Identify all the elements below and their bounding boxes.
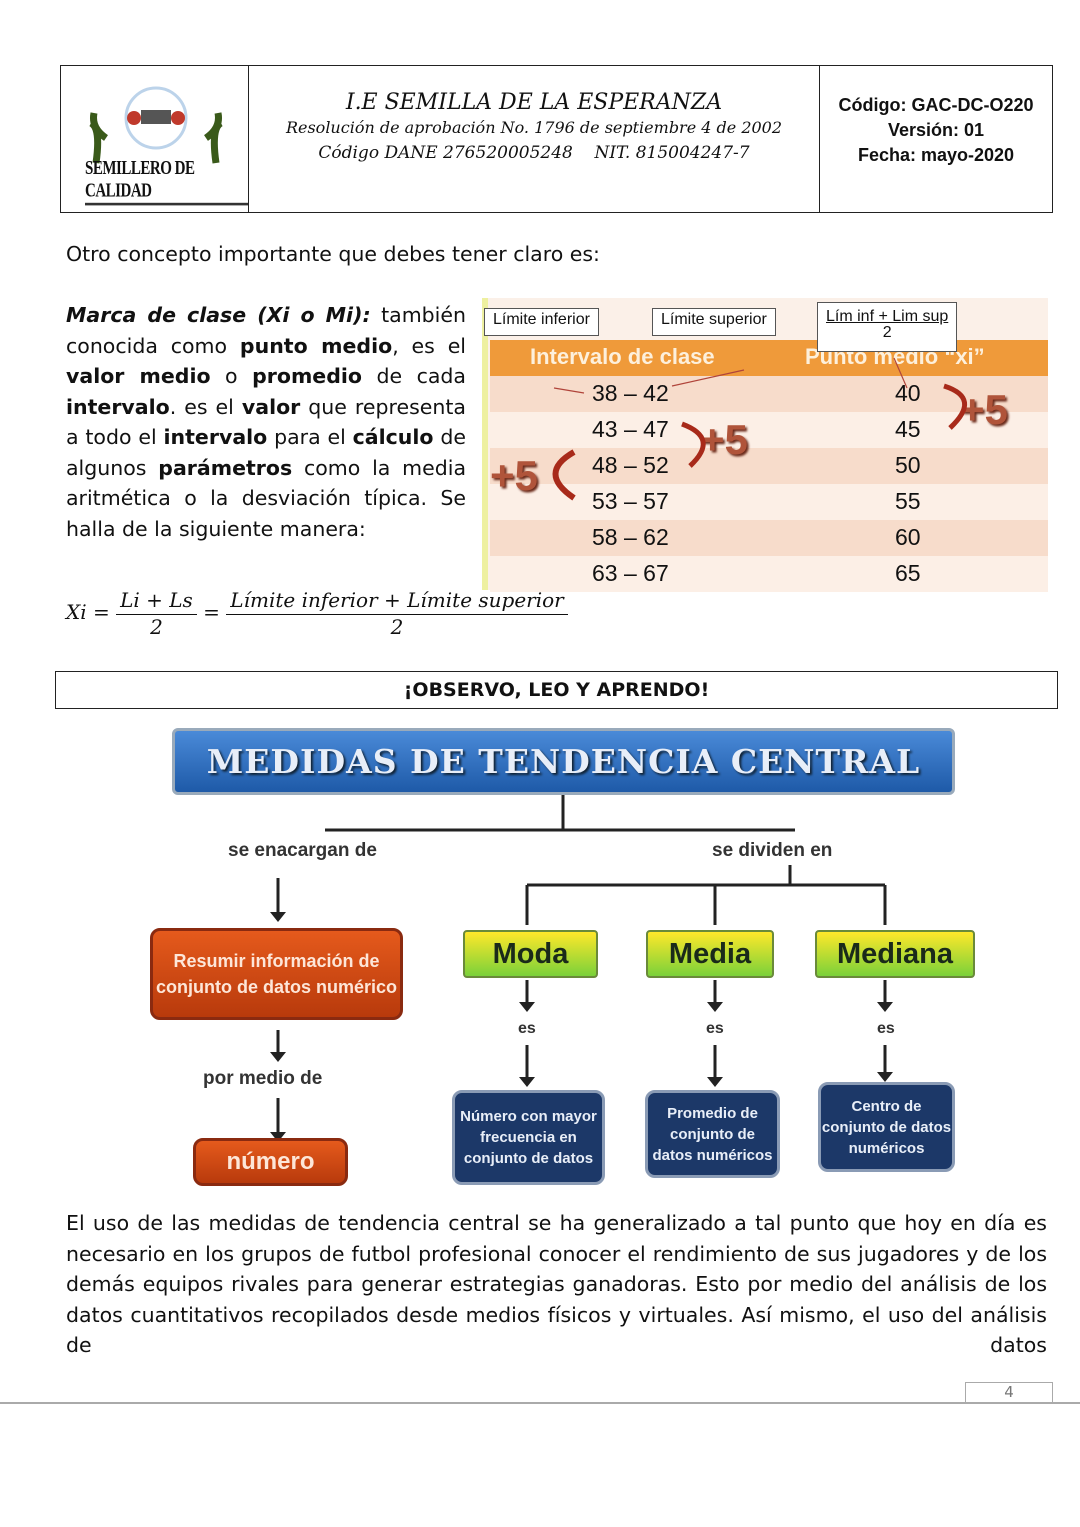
class-mark-table-image: Intervalo de clase Punto medio “xi” 38 –… [482, 298, 1048, 592]
link-label: se dividen en [712, 840, 833, 861]
mediana-description: Centro de conjunto de datos numéricos [818, 1082, 955, 1172]
school-name: I.E SEMILLA DE LA ESPERANZA [345, 90, 723, 115]
label-formula: Lím inf + Lim sup 2 [817, 302, 958, 352]
logo: SEMILLERO DE CALIDAD [61, 66, 249, 212]
media-description: Promedio de conjunto de datos numéricos [645, 1090, 780, 1178]
midpoint-cell: 55 [895, 488, 921, 514]
mediana-box: Mediana [815, 930, 975, 978]
doc-version: Versión: 01 [887, 120, 985, 140]
interval-cell: 53 – 57 [592, 488, 669, 514]
link-label: es [877, 1020, 895, 1037]
moda-box: Moda [463, 930, 598, 978]
link-label: se enacargan de [228, 840, 377, 861]
table-row: 38 – 42 40 [490, 376, 1048, 412]
doc-date: Fecha: mayo-2020 [857, 145, 1015, 165]
school-crest-icon [88, 86, 224, 164]
midpoint-cell: 60 [895, 524, 921, 550]
term: Marca de clase (Xi o Mi): [66, 303, 371, 327]
midpoint-cell: 50 [895, 452, 921, 478]
interval-cell: 48 – 52 [592, 452, 669, 478]
label-lower-limit: Límite inferior [484, 308, 599, 336]
document-header: SEMILLERO DE CALIDAD I.E SEMILLA DE LA E… [60, 65, 1053, 213]
midpoint-cell: 40 [895, 380, 921, 406]
table-header: Intervalo de clase Punto medio “xi” [490, 340, 1048, 376]
section-banner: ¡OBSERVO, LEO Y APRENDO! [55, 671, 1058, 709]
link-label: por medio de [203, 1068, 323, 1089]
label-upper-limit: Límite superior [652, 308, 776, 336]
link-label: es [518, 1020, 536, 1037]
interval-cell: 63 – 67 [592, 560, 669, 586]
table-row: 58 – 62 60 [490, 520, 1048, 556]
table-row: 43 – 47 45 [490, 412, 1048, 448]
increment-label: +5 [700, 416, 748, 463]
arrows-icon [552, 357, 968, 501]
table-row: 63 – 67 65 [490, 556, 1048, 592]
midpoint-cell: 45 [895, 416, 921, 442]
number-box: número [193, 1138, 348, 1186]
diagram-title: MEDIDAS DE TENDENCIA CENTRAL [172, 728, 955, 795]
page-number: 4 [965, 1382, 1053, 1403]
intro-text: Otro concepto importante que debes tener… [66, 242, 600, 266]
midpoint-cell: 65 [895, 560, 921, 586]
dane-nit: Código DANE 276520005248 NIT. 815004247-… [318, 143, 750, 163]
summary-box: Resumir información de conjunto de datos… [150, 928, 403, 1020]
logo-text: SEMILLERO DE CALIDAD [85, 159, 248, 206]
resolution: Resolución de aprobación No. 1796 de sep… [285, 118, 783, 137]
doc-code: Código: GAC-DC-O220 [838, 95, 1034, 115]
increment-label: +5 [960, 386, 1008, 433]
interval-cell: 38 – 42 [592, 380, 669, 406]
definition-paragraph: Marca de clase (Xi o Mi): también conoci… [66, 303, 467, 541]
interval-cell: 43 – 47 [592, 416, 669, 442]
footer-divider [0, 1402, 1080, 1404]
interval-cell: 58 – 62 [592, 524, 669, 550]
class-mark-formula: Xi = Li + Ls 2 = Límite inferior + Límite… [66, 588, 568, 639]
moda-description: Número con mayor frecuencia en conjunto … [452, 1090, 605, 1185]
table-row: 48 – 52 50 [490, 448, 1048, 484]
increment-label: +5 [490, 452, 538, 499]
link-label: es [706, 1020, 724, 1037]
body-paragraph: El uso de las medidas de tendencia centr… [66, 1211, 1047, 1357]
media-box: Media [646, 930, 774, 978]
table-row: 53 – 57 55 [490, 484, 1048, 520]
